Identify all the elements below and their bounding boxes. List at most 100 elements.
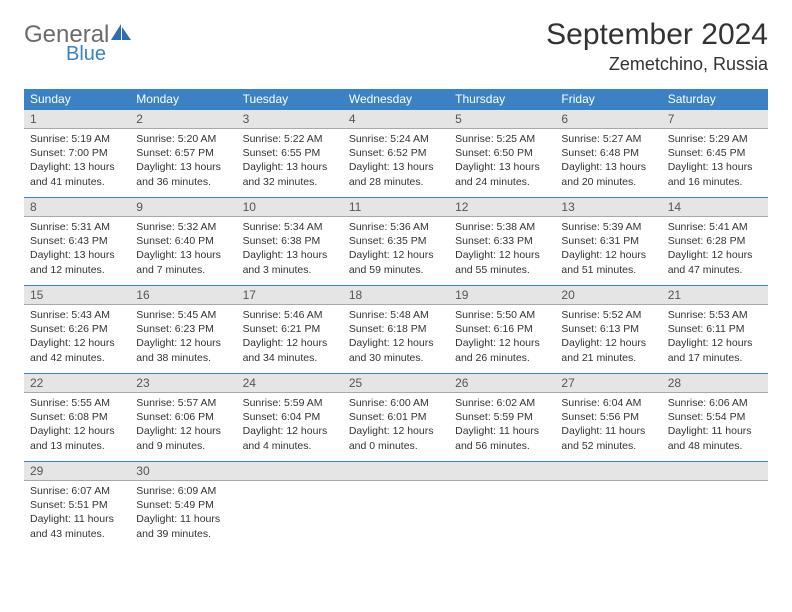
day-info: Sunrise: 5:59 AMSunset: 6:04 PMDaylight:…: [237, 393, 343, 457]
sunrise-text: Sunrise: 5:31 AM: [30, 220, 124, 234]
calendar-day-cell: 10Sunrise: 5:34 AMSunset: 6:38 PMDayligh…: [237, 197, 343, 285]
daylight-text: Daylight: 13 hours and 41 minutes.: [30, 160, 124, 188]
calendar-week-row: 15Sunrise: 5:43 AMSunset: 6:26 PMDayligh…: [24, 285, 768, 373]
sunset-text: Sunset: 6:06 PM: [136, 410, 230, 424]
calendar-day-cell: 1Sunrise: 5:19 AMSunset: 7:00 PMDaylight…: [24, 109, 130, 197]
day-info: Sunrise: 5:31 AMSunset: 6:43 PMDaylight:…: [24, 217, 130, 281]
calendar-day-cell: 26Sunrise: 6:02 AMSunset: 5:59 PMDayligh…: [449, 373, 555, 461]
sunrise-text: Sunrise: 6:04 AM: [561, 396, 655, 410]
calendar-table: Sunday Monday Tuesday Wednesday Thursday…: [24, 89, 768, 549]
day-info: Sunrise: 6:02 AMSunset: 5:59 PMDaylight:…: [449, 393, 555, 457]
day-info: Sunrise: 5:34 AMSunset: 6:38 PMDaylight:…: [237, 217, 343, 281]
day-info: Sunrise: 5:57 AMSunset: 6:06 PMDaylight:…: [130, 393, 236, 457]
calendar-day-cell: [343, 461, 449, 549]
day-number: 3: [237, 109, 343, 129]
day-info: [237, 481, 343, 541]
daylight-text: Daylight: 11 hours and 39 minutes.: [136, 512, 230, 540]
sunset-text: Sunset: 6:33 PM: [455, 234, 549, 248]
day-info: Sunrise: 5:43 AMSunset: 6:26 PMDaylight:…: [24, 305, 130, 369]
sunrise-text: Sunrise: 5:39 AM: [561, 220, 655, 234]
calendar-day-cell: 5Sunrise: 5:25 AMSunset: 6:50 PMDaylight…: [449, 109, 555, 197]
day-number: [237, 461, 343, 481]
sunrise-text: Sunrise: 5:45 AM: [136, 308, 230, 322]
sunset-text: Sunset: 6:01 PM: [349, 410, 443, 424]
sunset-text: Sunset: 6:04 PM: [243, 410, 337, 424]
sunset-text: Sunset: 5:56 PM: [561, 410, 655, 424]
sunset-text: Sunset: 6:40 PM: [136, 234, 230, 248]
day-info: Sunrise: 5:22 AMSunset: 6:55 PMDaylight:…: [237, 129, 343, 193]
sunset-text: Sunset: 6:57 PM: [136, 146, 230, 160]
day-number: 25: [343, 373, 449, 393]
day-info: [662, 481, 768, 541]
day-info: Sunrise: 5:41 AMSunset: 6:28 PMDaylight:…: [662, 217, 768, 281]
month-title: September 2024: [546, 18, 768, 52]
day-number: 30: [130, 461, 236, 481]
sunrise-text: Sunrise: 5:38 AM: [455, 220, 549, 234]
sunrise-text: Sunrise: 5:52 AM: [561, 308, 655, 322]
weekday-header: Friday: [555, 89, 661, 109]
day-info: Sunrise: 6:04 AMSunset: 5:56 PMDaylight:…: [555, 393, 661, 457]
calendar-day-cell: 4Sunrise: 5:24 AMSunset: 6:52 PMDaylight…: [343, 109, 449, 197]
weekday-header: Tuesday: [237, 89, 343, 109]
day-number: 17: [237, 285, 343, 305]
day-info: Sunrise: 5:46 AMSunset: 6:21 PMDaylight:…: [237, 305, 343, 369]
daylight-text: Daylight: 12 hours and 34 minutes.: [243, 336, 337, 364]
calendar-day-cell: 20Sunrise: 5:52 AMSunset: 6:13 PMDayligh…: [555, 285, 661, 373]
day-number: 22: [24, 373, 130, 393]
day-number: 13: [555, 197, 661, 217]
calendar-day-cell: 8Sunrise: 5:31 AMSunset: 6:43 PMDaylight…: [24, 197, 130, 285]
calendar-day-cell: 15Sunrise: 5:43 AMSunset: 6:26 PMDayligh…: [24, 285, 130, 373]
day-number: 11: [343, 197, 449, 217]
sunrise-text: Sunrise: 5:25 AM: [455, 132, 549, 146]
sunset-text: Sunset: 5:54 PM: [668, 410, 762, 424]
day-number: 12: [449, 197, 555, 217]
sunrise-text: Sunrise: 5:29 AM: [668, 132, 762, 146]
daylight-text: Daylight: 12 hours and 55 minutes.: [455, 248, 549, 276]
day-info: Sunrise: 5:53 AMSunset: 6:11 PMDaylight:…: [662, 305, 768, 369]
day-info: Sunrise: 5:25 AMSunset: 6:50 PMDaylight:…: [449, 129, 555, 193]
sunrise-text: Sunrise: 5:50 AM: [455, 308, 549, 322]
calendar-day-cell: 23Sunrise: 5:57 AMSunset: 6:06 PMDayligh…: [130, 373, 236, 461]
weekday-header: Wednesday: [343, 89, 449, 109]
location-label: Zemetchino, Russia: [546, 54, 768, 75]
sunrise-text: Sunrise: 5:36 AM: [349, 220, 443, 234]
day-number: 4: [343, 109, 449, 129]
daylight-text: Daylight: 13 hours and 3 minutes.: [243, 248, 337, 276]
calendar-day-cell: 16Sunrise: 5:45 AMSunset: 6:23 PMDayligh…: [130, 285, 236, 373]
calendar-page: General Blue September 2024 Zemetchino, …: [0, 0, 792, 567]
calendar-day-cell: 22Sunrise: 5:55 AMSunset: 6:08 PMDayligh…: [24, 373, 130, 461]
daylight-text: Daylight: 12 hours and 0 minutes.: [349, 424, 443, 452]
day-info: Sunrise: 5:24 AMSunset: 6:52 PMDaylight:…: [343, 129, 449, 193]
calendar-day-cell: 6Sunrise: 5:27 AMSunset: 6:48 PMDaylight…: [555, 109, 661, 197]
daylight-text: Daylight: 12 hours and 59 minutes.: [349, 248, 443, 276]
sunset-text: Sunset: 6:26 PM: [30, 322, 124, 336]
weekday-header: Sunday: [24, 89, 130, 109]
daylight-text: Daylight: 12 hours and 47 minutes.: [668, 248, 762, 276]
day-number: 19: [449, 285, 555, 305]
daylight-text: Daylight: 13 hours and 28 minutes.: [349, 160, 443, 188]
sunrise-text: Sunrise: 6:07 AM: [30, 484, 124, 498]
sunset-text: Sunset: 6:43 PM: [30, 234, 124, 248]
day-info: Sunrise: 5:52 AMSunset: 6:13 PMDaylight:…: [555, 305, 661, 369]
sunrise-text: Sunrise: 5:41 AM: [668, 220, 762, 234]
day-info: Sunrise: 6:00 AMSunset: 6:01 PMDaylight:…: [343, 393, 449, 457]
sunrise-text: Sunrise: 6:02 AM: [455, 396, 549, 410]
day-number: 21: [662, 285, 768, 305]
sunset-text: Sunset: 6:50 PM: [455, 146, 549, 160]
day-number: 1: [24, 109, 130, 129]
daylight-text: Daylight: 11 hours and 52 minutes.: [561, 424, 655, 452]
sunrise-text: Sunrise: 5:22 AM: [243, 132, 337, 146]
day-number: 20: [555, 285, 661, 305]
calendar-day-cell: 13Sunrise: 5:39 AMSunset: 6:31 PMDayligh…: [555, 197, 661, 285]
sunrise-text: Sunrise: 6:06 AM: [668, 396, 762, 410]
sunset-text: Sunset: 6:23 PM: [136, 322, 230, 336]
sunrise-text: Sunrise: 5:46 AM: [243, 308, 337, 322]
day-number: [449, 461, 555, 481]
daylight-text: Daylight: 11 hours and 43 minutes.: [30, 512, 124, 540]
day-number: 6: [555, 109, 661, 129]
weekday-header: Monday: [130, 89, 236, 109]
calendar-day-cell: [237, 461, 343, 549]
daylight-text: Daylight: 12 hours and 13 minutes.: [30, 424, 124, 452]
calendar-day-cell: 7Sunrise: 5:29 AMSunset: 6:45 PMDaylight…: [662, 109, 768, 197]
calendar-week-row: 1Sunrise: 5:19 AMSunset: 7:00 PMDaylight…: [24, 109, 768, 197]
